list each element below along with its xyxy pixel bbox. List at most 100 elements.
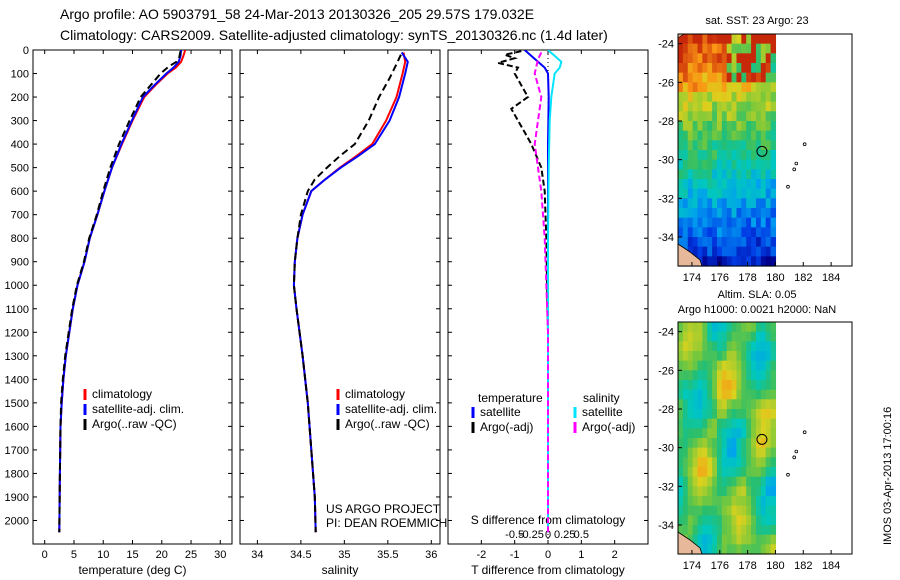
field-cell xyxy=(687,208,694,219)
field-cell xyxy=(726,121,733,132)
island-marker xyxy=(794,449,799,454)
field-cell xyxy=(760,217,767,228)
field-cell xyxy=(731,53,738,64)
field-cell xyxy=(765,418,772,429)
field-cell xyxy=(770,505,777,516)
field-cell xyxy=(702,467,708,478)
field-cell xyxy=(770,496,777,507)
field-cell xyxy=(707,399,713,410)
field-cell xyxy=(712,208,718,219)
field-cell xyxy=(736,43,742,54)
field-cell xyxy=(687,101,694,112)
legend-label: satellite xyxy=(582,405,623,419)
secondary-x-tick-label: 0.25 xyxy=(554,529,575,541)
argo-position-marker xyxy=(756,145,768,157)
field-cell xyxy=(702,72,708,83)
field-cell xyxy=(707,227,713,238)
field-cell xyxy=(712,150,718,161)
field-cell xyxy=(687,130,694,141)
field-cell xyxy=(707,159,713,170)
field-cell xyxy=(736,341,742,352)
field-cell xyxy=(702,476,708,487)
field-cell xyxy=(687,34,694,45)
y-tick-label: 1900 xyxy=(5,492,29,504)
field-cell xyxy=(765,237,772,248)
field-cell xyxy=(697,360,703,371)
field-cell xyxy=(687,399,694,410)
field-cell xyxy=(746,140,752,151)
field-cell xyxy=(692,198,699,209)
x-tick-label: 2 xyxy=(612,549,618,561)
field-cell xyxy=(692,111,699,122)
field-cell xyxy=(682,515,689,526)
field-cell xyxy=(692,53,699,64)
field-cell xyxy=(726,341,733,352)
field-cell xyxy=(741,476,747,487)
y-tick-label: -24 xyxy=(658,39,674,51)
y-tick-label: 2000 xyxy=(5,515,29,527)
field-cell xyxy=(755,237,762,248)
color-field xyxy=(678,34,777,267)
field-cell xyxy=(697,496,703,507)
field-cell xyxy=(721,399,728,410)
field-cell xyxy=(716,159,723,170)
field-cell xyxy=(765,331,772,342)
field-cell xyxy=(682,179,689,190)
field-cell xyxy=(687,418,694,429)
field-cell xyxy=(692,208,699,219)
field-cell xyxy=(692,121,699,132)
field-cell xyxy=(755,159,762,170)
field-cell xyxy=(687,486,694,497)
field-cell xyxy=(736,256,742,267)
legend-label: Argo(..raw -QC) xyxy=(92,417,177,431)
field-cell xyxy=(716,331,723,342)
y-tick-label: 1000 xyxy=(5,280,29,292)
field-cell xyxy=(721,217,728,228)
field-cell xyxy=(716,476,723,487)
field-cell xyxy=(760,389,767,400)
field-cell xyxy=(707,150,713,161)
y-tick-label: 0 xyxy=(23,45,29,57)
field-cell xyxy=(712,63,718,74)
field-cell xyxy=(721,341,728,352)
x-tick-label: 180 xyxy=(766,272,784,284)
field-cell xyxy=(736,188,742,199)
map-frame xyxy=(677,33,853,267)
field-cell xyxy=(682,389,689,400)
field-cell xyxy=(702,457,708,468)
field-cell xyxy=(726,418,733,429)
field-cell xyxy=(751,486,757,497)
field-cell xyxy=(746,179,752,190)
field-cell xyxy=(712,457,718,468)
field-cell xyxy=(716,246,723,257)
field-cell xyxy=(731,341,738,352)
field-cell xyxy=(765,72,772,83)
field-cell xyxy=(765,525,772,536)
field-cell xyxy=(770,360,777,371)
field-cell xyxy=(687,188,694,199)
field-cell xyxy=(707,92,713,103)
field-cell xyxy=(731,428,738,439)
field-cell xyxy=(678,496,684,507)
field-cell xyxy=(760,534,767,545)
field-cell xyxy=(746,92,752,103)
field-cell xyxy=(765,227,772,238)
field-cell xyxy=(716,389,723,400)
field-cell xyxy=(712,179,718,190)
field-cell xyxy=(707,140,713,151)
field-cell xyxy=(765,486,772,497)
field-cell xyxy=(731,534,738,545)
field-cell xyxy=(751,428,757,439)
field-cell xyxy=(712,34,718,45)
field-cell xyxy=(726,467,733,478)
field-cell xyxy=(678,341,684,352)
field-cell xyxy=(751,544,757,555)
field-cell xyxy=(755,409,762,420)
field-cell xyxy=(746,121,752,132)
field-cell xyxy=(746,208,752,219)
field-cell xyxy=(682,121,689,132)
field-cell xyxy=(702,227,708,238)
field-cell xyxy=(678,130,684,141)
field-cell xyxy=(760,428,767,439)
field-cell xyxy=(682,418,689,429)
